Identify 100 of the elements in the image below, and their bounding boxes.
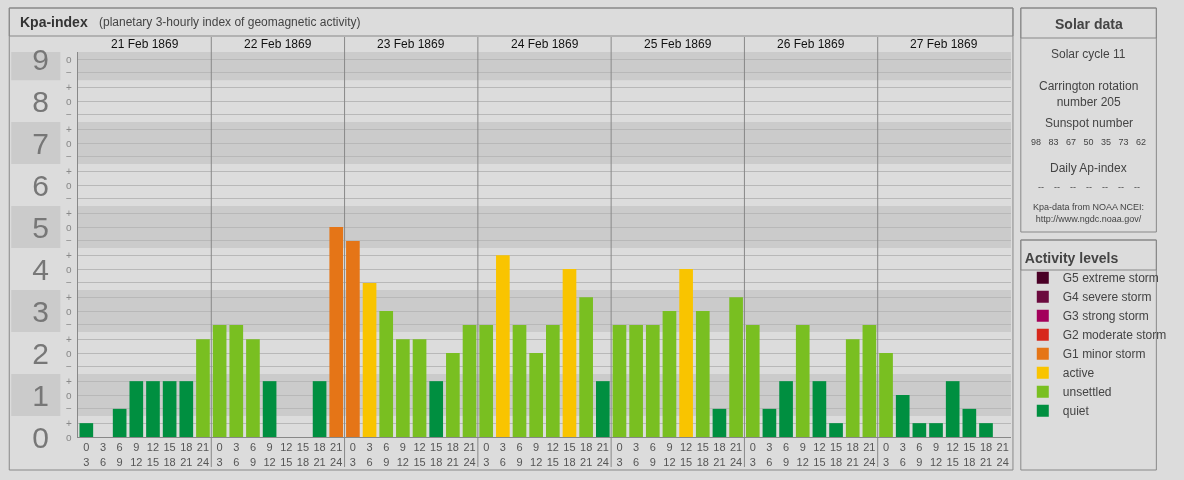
x-tick-label: 0 3 [216, 441, 223, 468]
y-tick-label: 2 [32, 336, 49, 370]
bar [162, 381, 177, 437]
x-tick-label: 15 18 [296, 441, 310, 468]
text: + [66, 376, 72, 387]
x-tick-label: 12 15 [146, 441, 160, 468]
bar [829, 423, 843, 437]
bar [246, 339, 260, 437]
text: Solar data [1055, 16, 1123, 32]
text: o [66, 54, 72, 65]
bar [329, 227, 344, 437]
x-tick-label: 0 3 [83, 441, 90, 468]
x-tick-label: 21 24 [196, 441, 210, 468]
legend-label: G4 severe storm [1062, 290, 1152, 305]
bar [212, 324, 227, 437]
x-tick-label: 6 9 [516, 441, 523, 468]
bar [429, 381, 444, 437]
x-tick-label: 15 18 [163, 441, 176, 468]
x-tick-label: 6 9 [116, 441, 123, 468]
x-tick-label: 9 12 [796, 441, 809, 468]
bar [695, 311, 710, 437]
bar [462, 324, 477, 437]
x-tick-label: 0 3 [749, 441, 756, 468]
x-tick-label: 18 21 [713, 441, 726, 468]
x-tick-label: 15 18 [430, 441, 443, 468]
legend-label: G2 moderate storm [1062, 328, 1167, 343]
x-tick-label: 18 21 [446, 441, 459, 468]
bar [379, 311, 394, 437]
bar [529, 353, 543, 437]
text: 23 Feb 1869 [377, 37, 445, 51]
x-tick-label: 9 12 [130, 441, 143, 468]
bar [496, 255, 510, 437]
x-tick-label: 18 21 [313, 441, 326, 468]
y-tick-label: 3 [32, 294, 49, 328]
bar [779, 381, 793, 437]
bar [879, 353, 893, 437]
y-tick-label: 5 [32, 210, 49, 244]
x-tick-label: 3 6 [233, 441, 240, 468]
bar [912, 423, 927, 437]
x-tick-label: 3 6 [499, 441, 506, 468]
x-tick-label: 3 6 [99, 441, 107, 468]
x-tick-label: 15 18 [563, 441, 576, 468]
bar [196, 339, 210, 437]
bar [595, 381, 610, 437]
text: + [66, 208, 72, 219]
text: 26 Feb 1869 [777, 37, 845, 51]
bar [562, 269, 577, 437]
text: + [66, 124, 72, 135]
bar [146, 381, 160, 437]
x-tick-label: 0 3 [882, 441, 890, 468]
text: o [66, 390, 72, 401]
x-tick-label: 3 6 [766, 441, 773, 468]
text: o [66, 306, 72, 317]
bar [795, 324, 810, 437]
x-tick-label: 18 21 [979, 441, 993, 468]
legend-label: G5 extreme storm [1062, 271, 1159, 286]
x-tick-label: 12 15 [679, 441, 693, 468]
y-tick-label: 6 [32, 168, 49, 202]
text: − [66, 277, 72, 288]
bar [895, 395, 910, 437]
bar [229, 324, 244, 437]
text: 25 Feb 1869 [644, 37, 712, 51]
bar [412, 339, 427, 437]
bar [512, 324, 527, 437]
text: + [66, 166, 72, 177]
text: − [66, 67, 72, 78]
x-tick-label: 6 9 [783, 441, 790, 468]
bar [312, 381, 327, 437]
text: -- -- -- -- -- -- -- [1038, 182, 1140, 192]
bar [929, 423, 943, 437]
text: Sunspot number [1045, 116, 1134, 130]
bar [812, 381, 827, 437]
x-tick-label: 9 12 [530, 441, 543, 468]
x-tick-label: 21 24 [863, 441, 876, 468]
text: − [66, 193, 72, 204]
x-tick-label: 3 6 [366, 441, 373, 468]
bar [79, 423, 94, 437]
bar [362, 282, 377, 437]
x-tick-label: 12 15 [946, 441, 959, 468]
x-tick-label: 0 3 [616, 441, 623, 468]
y-tick-label: 0 [32, 420, 49, 454]
legend-label: quiet [1062, 404, 1090, 419]
bar [346, 240, 360, 437]
text: + [66, 334, 72, 345]
text: + [66, 418, 72, 429]
y-tick-label: 7 [32, 126, 49, 160]
bar [446, 353, 460, 437]
text: o [66, 432, 72, 443]
x-tick-label: 15 18 [696, 441, 709, 468]
bar [546, 324, 560, 437]
bar [179, 381, 194, 437]
bar [945, 381, 960, 437]
x-tick-label: 9 12 [396, 441, 410, 468]
x-tick-label: 6 9 [649, 441, 656, 468]
text: o [66, 348, 72, 359]
bar [645, 324, 660, 437]
text: − [66, 109, 72, 120]
bar [845, 339, 860, 437]
bar [979, 423, 993, 437]
x-tick-label: 21 24 [729, 441, 743, 468]
